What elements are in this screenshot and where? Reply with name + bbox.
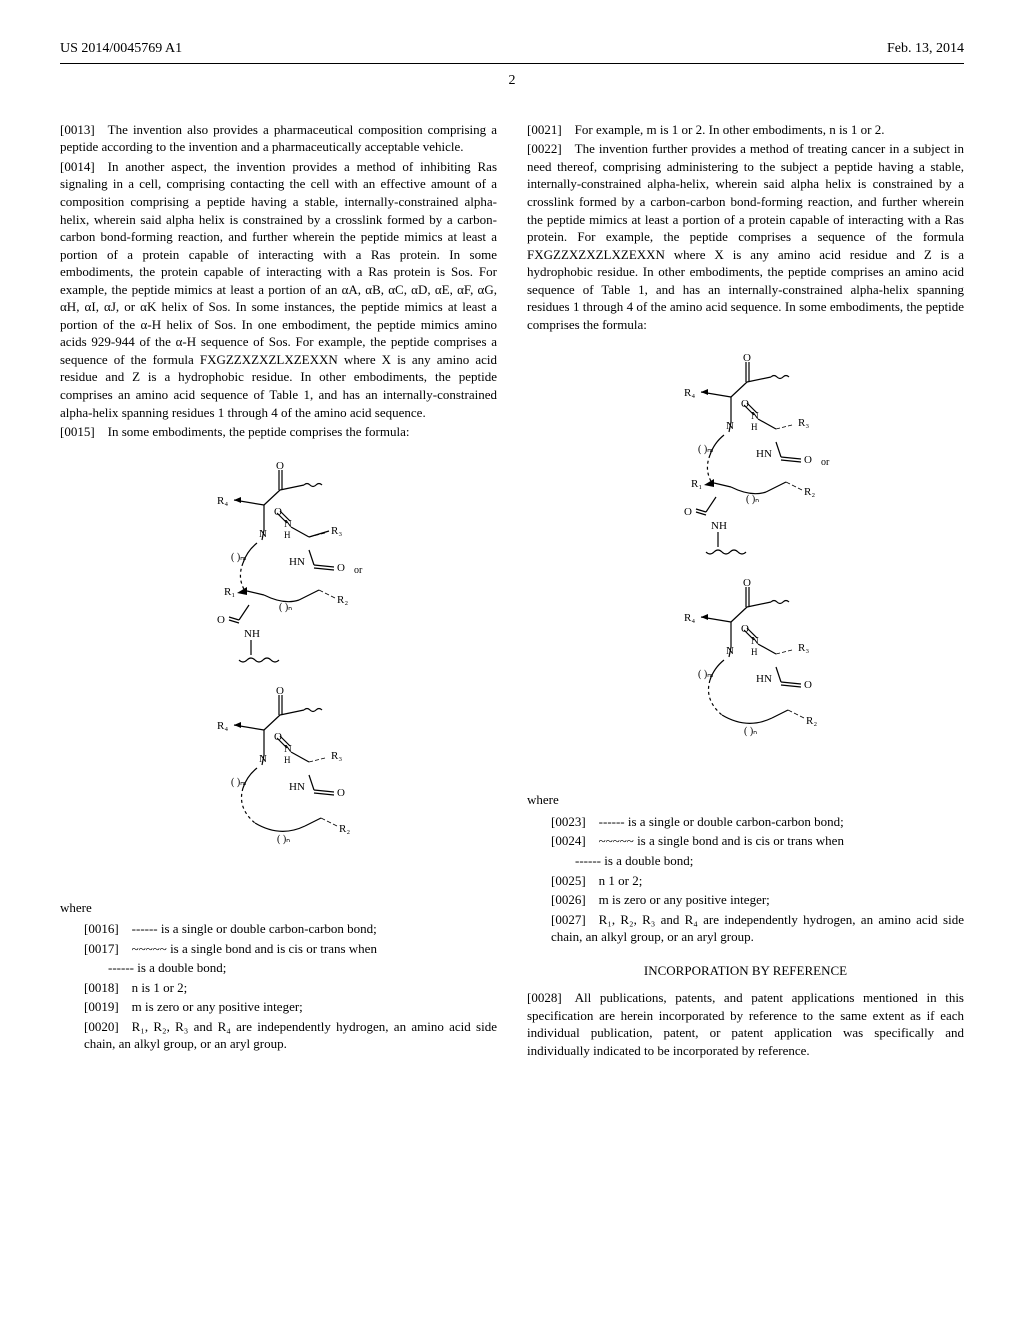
svg-text:R₂: R₂ bbox=[804, 486, 815, 498]
svg-text:R₂: R₂ bbox=[806, 715, 817, 727]
left-column: [0013] The invention also provides a pha… bbox=[60, 121, 497, 1062]
paragraph-0026: [0026] m is zero or any positive integer… bbox=[527, 891, 964, 909]
svg-text:H: H bbox=[284, 755, 291, 765]
svg-text:( )ₙ: ( )ₙ bbox=[744, 726, 757, 737]
svg-text:R₂: R₂ bbox=[337, 594, 348, 606]
two-column-layout: [0013] The invention also provides a pha… bbox=[60, 121, 964, 1062]
svg-text:H: H bbox=[751, 422, 758, 432]
paragraph-0020: [0020] R₁, R₂, R₃ and R₄ are independent… bbox=[60, 1018, 497, 1053]
svg-text:R₄: R₄ bbox=[217, 495, 228, 507]
svg-text:O: O bbox=[217, 614, 225, 626]
svg-text:( )ₙ: ( )ₙ bbox=[746, 494, 759, 505]
svg-text:NH: NH bbox=[244, 628, 260, 640]
svg-text:O: O bbox=[743, 577, 751, 589]
paragraph-0024a: [0024] ~~~~~ is a single bond and is cis… bbox=[527, 832, 964, 850]
paragraph-0028: [0028] All publications, patents, and pa… bbox=[527, 989, 964, 1059]
svg-text:H: H bbox=[284, 530, 291, 540]
paragraph-0017b: ------ is a double bond; bbox=[60, 959, 497, 977]
svg-text:R₃: R₃ bbox=[798, 642, 809, 654]
svg-text:HN: HN bbox=[289, 781, 305, 793]
right-column: [0021] For example, m is 1 or 2. In othe… bbox=[527, 121, 964, 1062]
svg-text:R₁: R₁ bbox=[224, 586, 235, 598]
svg-text:( )ₘ: ( )ₘ bbox=[698, 669, 713, 680]
where-label-right: where bbox=[527, 791, 964, 809]
paragraph-0023: [0023] ------ is a single or double carb… bbox=[527, 813, 964, 831]
svg-text:R₃: R₃ bbox=[331, 525, 342, 537]
svg-text:R₂: R₂ bbox=[339, 823, 350, 835]
paragraph-0014: [0014] In another aspect, the invention … bbox=[60, 158, 497, 421]
paragraph-0018: [0018] n is 1 or 2; bbox=[60, 979, 497, 997]
svg-text:HN: HN bbox=[756, 673, 772, 685]
svg-text:O: O bbox=[684, 506, 692, 518]
paragraph-0013: [0013] The invention also provides a pha… bbox=[60, 121, 497, 156]
svg-text:or: or bbox=[354, 565, 363, 576]
paragraph-0025: [0025] n 1 or 2; bbox=[527, 872, 964, 890]
paragraph-0015: [0015] In some embodiments, the peptide … bbox=[60, 423, 497, 441]
svg-text:( )ₘ: ( )ₘ bbox=[231, 777, 246, 788]
page-number: 2 bbox=[60, 72, 964, 91]
svg-text:O: O bbox=[276, 685, 284, 697]
svg-text:R₄: R₄ bbox=[684, 387, 695, 399]
svg-text:R₃: R₃ bbox=[331, 750, 342, 762]
where-label-left: where bbox=[60, 899, 497, 917]
paragraph-0017a: [0017] ~~~~~ is a single bond and is cis… bbox=[60, 940, 497, 958]
svg-text:R₄: R₄ bbox=[217, 720, 228, 732]
svg-text:O: O bbox=[337, 787, 345, 799]
svg-text:HN: HN bbox=[289, 556, 305, 568]
paragraph-0021: [0021] For example, m is 1 or 2. In othe… bbox=[527, 121, 964, 139]
svg-text:R₃: R₃ bbox=[798, 417, 809, 429]
paragraph-0024b: ------ is a double bond; bbox=[527, 852, 964, 870]
paragraph-0016: [0016] ------ is a single or double carb… bbox=[60, 920, 497, 938]
svg-text:O: O bbox=[743, 352, 751, 364]
chemical-structure-left: O R₄ O N H R₃ N bbox=[169, 455, 389, 885]
svg-text:( )ₙ: ( )ₙ bbox=[279, 602, 292, 613]
svg-text:NH: NH bbox=[711, 520, 727, 532]
svg-text:O: O bbox=[337, 562, 345, 574]
header-left: US 2014/0045769 A1 bbox=[60, 40, 182, 59]
svg-text:H: H bbox=[751, 647, 758, 657]
svg-text:R₄: R₄ bbox=[684, 612, 695, 624]
svg-text:O: O bbox=[804, 679, 812, 691]
paragraph-0019: [0019] m is zero or any positive integer… bbox=[60, 998, 497, 1016]
section-title-incorporation: INCORPORATION BY REFERENCE bbox=[527, 962, 964, 980]
svg-text:O: O bbox=[276, 460, 284, 472]
svg-text:or: or bbox=[821, 457, 830, 468]
paragraph-0022: [0022] The invention further provides a … bbox=[527, 140, 964, 333]
svg-text:( )ₘ: ( )ₘ bbox=[231, 552, 246, 563]
svg-text:HN: HN bbox=[756, 448, 772, 460]
svg-text:O: O bbox=[804, 454, 812, 466]
svg-text:R₁: R₁ bbox=[691, 478, 702, 490]
svg-text:( )ₘ: ( )ₘ bbox=[698, 444, 713, 455]
header-right: Feb. 13, 2014 bbox=[887, 40, 964, 59]
chemical-structure-right: O R₄ O N H R₃ N ( )ₘ HN bbox=[636, 347, 856, 777]
paragraph-0027: [0027] R₁, R₂, R₃ and R₄ are independent… bbox=[527, 911, 964, 946]
page-header: US 2014/0045769 A1 Feb. 13, 2014 bbox=[60, 40, 964, 64]
svg-text:( )ₙ: ( )ₙ bbox=[277, 834, 290, 845]
